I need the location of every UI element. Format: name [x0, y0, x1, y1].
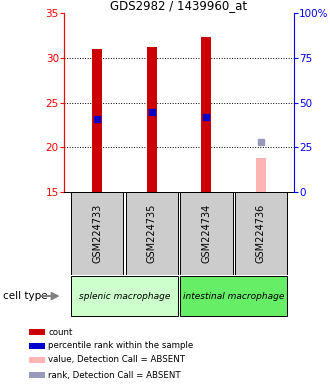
- Text: intestinal macrophage: intestinal macrophage: [183, 291, 284, 301]
- Bar: [125, 192, 178, 275]
- Bar: [256, 158, 266, 192]
- Text: rank, Detection Call = ABSENT: rank, Detection Call = ABSENT: [49, 371, 181, 380]
- Text: percentile rank within the sample: percentile rank within the sample: [49, 341, 194, 351]
- Bar: [180, 276, 287, 316]
- Text: GSM224736: GSM224736: [256, 204, 266, 263]
- Text: cell type: cell type: [3, 291, 48, 301]
- Bar: [29, 329, 45, 335]
- Bar: [201, 36, 211, 192]
- Text: value, Detection Call = ABSENT: value, Detection Call = ABSENT: [49, 356, 185, 364]
- Bar: [92, 49, 102, 192]
- Title: GDS2982 / 1439960_at: GDS2982 / 1439960_at: [111, 0, 248, 12]
- Bar: [29, 343, 45, 349]
- Text: GSM224734: GSM224734: [201, 204, 211, 263]
- Bar: [29, 357, 45, 363]
- Text: splenic macrophage: splenic macrophage: [79, 291, 170, 301]
- Bar: [147, 47, 157, 192]
- Bar: [71, 276, 178, 316]
- Bar: [71, 192, 123, 275]
- Text: GSM224733: GSM224733: [92, 204, 102, 263]
- Text: count: count: [49, 328, 73, 336]
- Bar: [180, 192, 233, 275]
- Text: GSM224735: GSM224735: [147, 204, 157, 263]
- Bar: [235, 192, 287, 275]
- Bar: [29, 372, 45, 378]
